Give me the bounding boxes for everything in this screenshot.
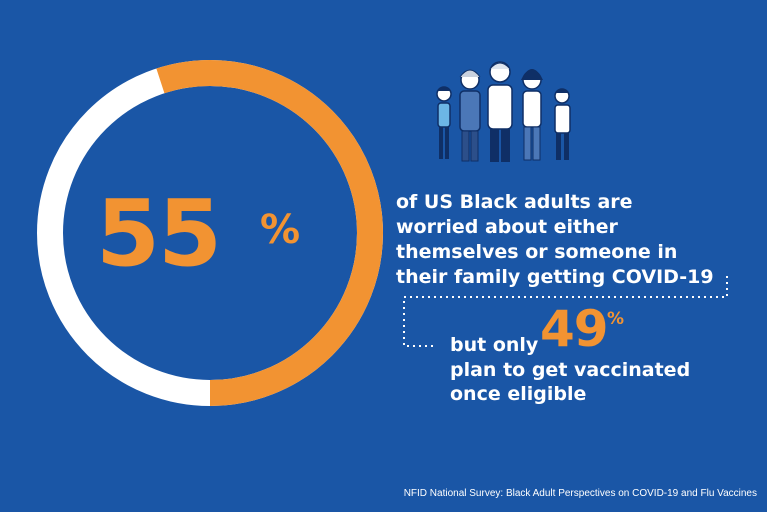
main-percent-sign: % bbox=[260, 207, 301, 253]
sub-statement-line: once eligible bbox=[450, 383, 587, 405]
sub-statement: plan to get vaccinated once eligible bbox=[450, 358, 750, 406]
sub-statement-line: plan to get vaccinated bbox=[450, 359, 691, 381]
main-percent-value: 55 bbox=[96, 180, 222, 287]
source-citation: NFID National Survey: Black Adult Perspe… bbox=[403, 488, 757, 499]
main-statement-line: their family getting COVID-19 bbox=[396, 266, 714, 288]
main-statement: of US Black adults are worried about eit… bbox=[396, 190, 756, 290]
donut-value-segment bbox=[37, 60, 383, 406]
sub-percent-value: 49 bbox=[540, 300, 609, 358]
main-statement-line: themselves or someone in bbox=[396, 241, 678, 263]
sub-statement-prefix: but only bbox=[450, 334, 539, 356]
main-statement-line: worried about either bbox=[396, 216, 618, 238]
group-of-masked-people-icon bbox=[436, 61, 571, 162]
sub-percent-sign: % bbox=[607, 309, 625, 329]
main-statement-line: of US Black adults are bbox=[396, 191, 633, 213]
